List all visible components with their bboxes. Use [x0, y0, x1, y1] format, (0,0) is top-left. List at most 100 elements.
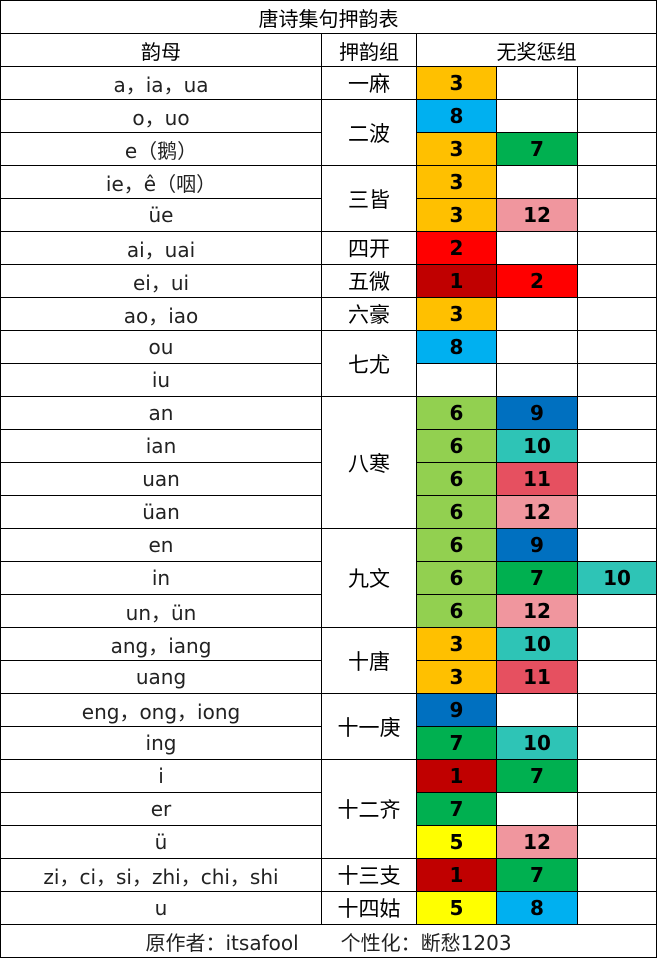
- header-rhyme-group: 押韵组: [321, 33, 417, 67]
- penalty-group-cell: 7: [496, 132, 578, 166]
- penalty-group-cell: [576, 759, 657, 793]
- penalty-group-cell: 12: [496, 594, 578, 628]
- yunmu-cell: eng，ong，iong: [0, 693, 322, 727]
- penalty-group-cell: 3: [416, 66, 497, 100]
- penalty-group-cell: 10: [496, 726, 578, 760]
- yunmu-cell: ei，ui: [0, 264, 322, 298]
- penalty-group-cell: [576, 660, 657, 694]
- penalty-group-cell: 9: [496, 528, 578, 562]
- table-row: ang，iang 十唐 3 10: [0, 627, 657, 694]
- penalty-group-cell: 6: [416, 561, 497, 595]
- footer-credits: 原作者：itsafool 个性化：断愁1203: [0, 924, 657, 958]
- yunmu-cell: en: [0, 528, 322, 562]
- footer-author: 原作者：itsafool: [145, 930, 299, 955]
- yunmu-cell: un，ün: [0, 594, 322, 628]
- table-row: üan 6 12: [0, 495, 657, 529]
- penalty-group-cell: [416, 363, 497, 397]
- yunmu-cell: zi，ci，si，zhi，chi，shi: [0, 858, 322, 892]
- penalty-group-cell: [496, 66, 578, 100]
- penalty-group-cell: 7: [496, 759, 578, 793]
- penalty-group-cell: [576, 792, 657, 826]
- rhyme-group-cell: 六豪: [321, 297, 417, 331]
- yunmu-cell: uang: [0, 660, 322, 694]
- penalty-group-cell: 7: [416, 792, 497, 826]
- yunmu-cell: üe: [0, 198, 322, 232]
- penalty-group-cell: 10: [496, 429, 578, 463]
- penalty-group-cell: 10: [576, 561, 657, 595]
- penalty-group-cell: [576, 297, 657, 331]
- rhyme-group-cell: 十二齐: [321, 759, 417, 859]
- penalty-group-cell: [576, 231, 657, 265]
- penalty-group-cell: 6: [416, 528, 497, 562]
- penalty-group-cell: [496, 99, 578, 133]
- penalty-group-cell: 7: [496, 561, 578, 595]
- yunmu-cell: e（鹅）: [0, 132, 322, 166]
- yunmu-cell: ing: [0, 726, 322, 760]
- penalty-group-cell: 9: [496, 396, 578, 430]
- table-row: ao，iao 六豪 3: [0, 297, 657, 331]
- table-row: en 九文 6 9: [0, 528, 657, 628]
- penalty-group-cell: 7: [496, 858, 578, 892]
- penalty-group-cell: 12: [496, 198, 578, 232]
- penalty-group-cell: [576, 627, 657, 661]
- penalty-group-cell: 2: [496, 264, 578, 298]
- penalty-group-cell: [576, 396, 657, 430]
- penalty-group-cell: 3: [416, 165, 497, 199]
- penalty-group-cell: [576, 495, 657, 529]
- penalty-group-cell: [576, 198, 657, 232]
- yunmu-cell: uan: [0, 462, 322, 496]
- penalty-group-cell: [576, 264, 657, 298]
- penalty-group-cell: [496, 297, 578, 331]
- penalty-group-cell: 1: [416, 264, 497, 298]
- rhyme-group-cell: 三皆: [321, 165, 417, 232]
- penalty-group-cell: [496, 165, 578, 199]
- penalty-group-cell: 10: [496, 627, 578, 661]
- rhyme-group-cell: 十三支: [321, 858, 417, 892]
- penalty-group-cell: [496, 792, 578, 826]
- penalty-group-cell: [576, 594, 657, 628]
- rhyme-group-cell: 五微: [321, 264, 417, 298]
- rhyme-group-cell: 十四姑: [321, 891, 417, 925]
- rhyme-group-cell: 九文: [321, 528, 417, 628]
- yunmu-cell: üan: [0, 495, 322, 529]
- rhyme-group-cell: 十一庚: [321, 693, 417, 760]
- yunmu-cell: ie，ê（咽）: [0, 165, 322, 199]
- yunmu-cell: o，uo: [0, 99, 322, 133]
- penalty-group-cell: [576, 66, 657, 100]
- penalty-group-cell: [576, 429, 657, 463]
- penalty-group-cell: 6: [416, 462, 497, 496]
- penalty-group-cell: 3: [416, 198, 497, 232]
- penalty-group-cell: 6: [416, 495, 497, 529]
- penalty-group-cell: [576, 693, 657, 727]
- table-row: ai，uai 四开 2: [0, 231, 657, 265]
- table-row: zi，ci，si，zhi，chi，shi 十三支 1 7: [0, 858, 657, 892]
- penalty-group-cell: [576, 132, 657, 166]
- penalty-group-cell: 11: [496, 660, 578, 694]
- yunmu-cell: an: [0, 396, 322, 430]
- penalty-group-cell: 12: [496, 495, 578, 529]
- penalty-group-cell: 1: [416, 759, 497, 793]
- penalty-group-cell: [496, 330, 578, 364]
- penalty-group-cell: 5: [416, 825, 497, 859]
- penalty-group-cell: 3: [416, 660, 497, 694]
- header-penalty-group: 无奖惩组: [415, 33, 657, 67]
- yunmu-cell: ao，iao: [0, 297, 322, 331]
- table-row: uang 3 11: [0, 660, 657, 694]
- penalty-group-cell: [576, 858, 657, 892]
- penalty-group-cell: [576, 165, 657, 199]
- penalty-group-cell: [576, 363, 657, 397]
- penalty-group-cell: 6: [416, 429, 497, 463]
- penalty-group-cell: 3: [416, 132, 497, 166]
- table-body: a，ia，ua 一麻 3 o，uo 二波 8 e（鹅） 3 7 ie，ê（咽） 三皆 3 üe 3 12 ai…: [0, 66, 657, 925]
- rhyme-group-cell: 一麻: [321, 66, 417, 100]
- penalty-group-cell: 8: [416, 330, 497, 364]
- penalty-group-cell: [576, 726, 657, 760]
- penalty-group-cell: 6: [416, 396, 497, 430]
- table-row: i 十二齐 1 7: [0, 759, 657, 859]
- table-row: in 6 7 10: [0, 561, 657, 595]
- penalty-group-cell: 6: [416, 594, 497, 628]
- rhyme-group-cell: 十唐: [321, 627, 417, 694]
- rhyme-group-cell: 八寒: [321, 396, 417, 529]
- yunmu-cell: ou: [0, 330, 322, 364]
